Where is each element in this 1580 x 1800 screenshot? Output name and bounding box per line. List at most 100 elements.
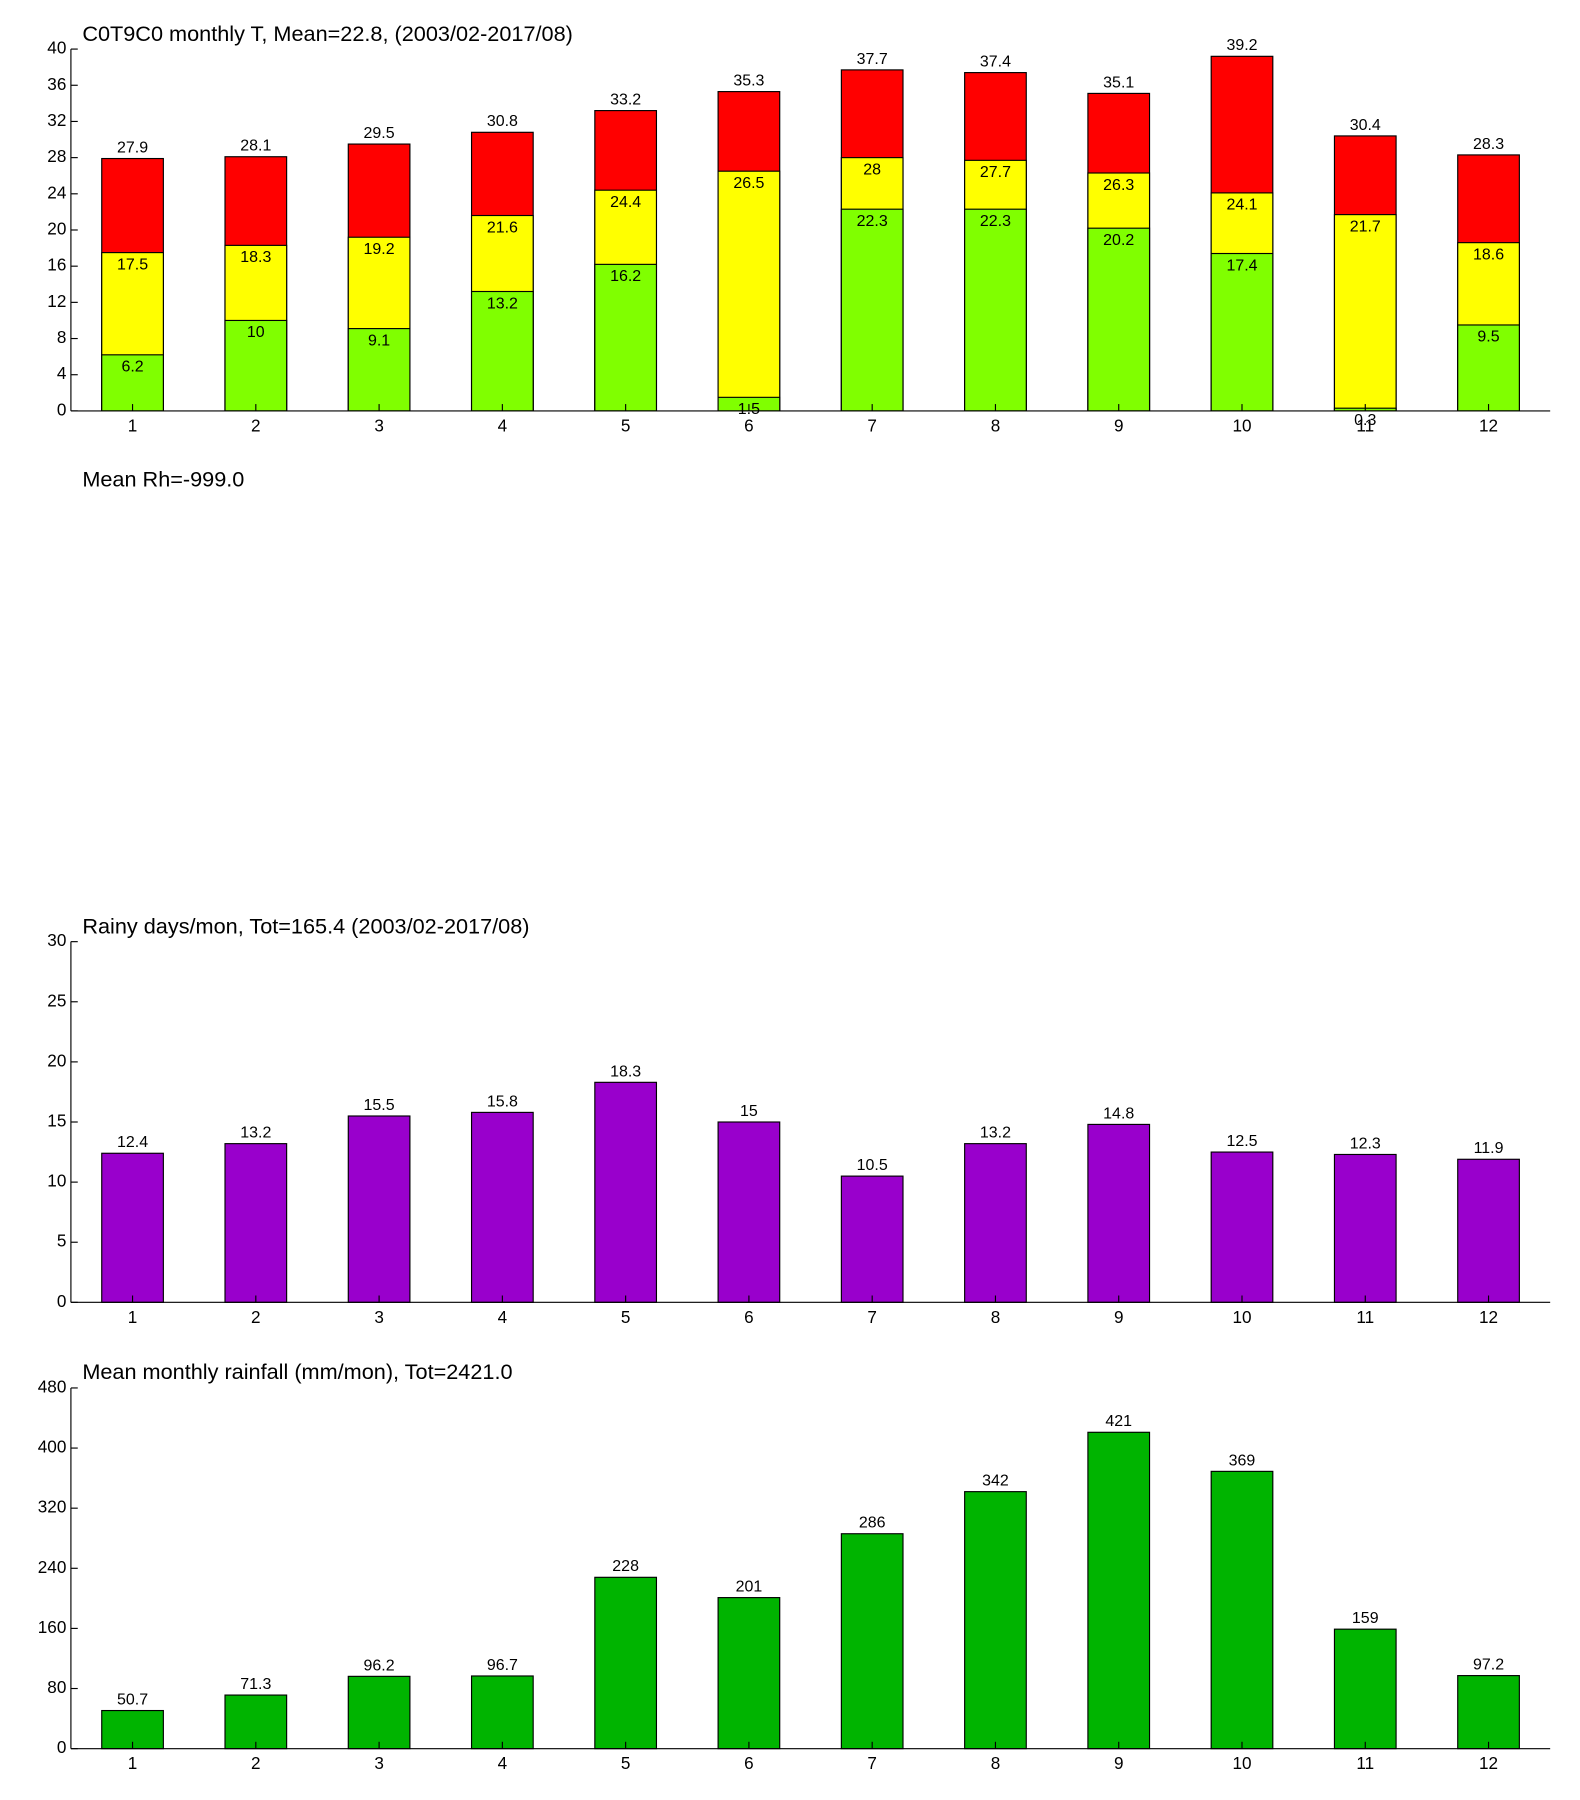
bar [717,1597,781,1750]
data-label: 24.4 [610,194,641,211]
bar [1457,1675,1520,1750]
data-label: 37.7 [857,51,888,68]
bar [1087,227,1151,412]
y-tick-label: 4 [57,364,67,383]
x-tick-label: 3 [374,416,384,435]
bar [717,1121,781,1303]
x-tick-label: 4 [498,416,508,435]
x-tick-label: 3 [374,1754,384,1773]
data-label: 97.2 [1473,1657,1504,1674]
x-tick-label: 11 [1356,1308,1374,1327]
data-label: 9.1 [368,332,390,349]
x-tick-label: 10 [1232,416,1251,435]
y-tick-label: 8 [57,328,67,347]
data-label: 50.7 [117,1691,148,1708]
x-tick-label: 4 [498,1308,508,1327]
x-tick-label: 3 [374,1308,384,1327]
data-label: 17.5 [117,256,148,273]
data-label: 39.2 [1226,37,1257,54]
data-label: 0.3 [1354,412,1376,429]
x-tick-label: 1 [128,416,138,435]
y-tick-label: 0 [57,400,67,419]
data-label: 24.1 [1226,197,1257,214]
bar [347,1675,411,1750]
x-tick-label: 5 [621,1754,631,1773]
data-label: 14.8 [1103,1105,1134,1122]
bar [964,208,1027,412]
bar [470,1675,534,1750]
x-tick-label: 7 [867,1754,877,1773]
x-tick-label: 9 [1114,1308,1124,1327]
data-label: 12.5 [1226,1133,1257,1150]
data-label: 342 [982,1473,1009,1490]
bar [1333,214,1397,412]
data-label: 21.6 [487,219,518,236]
data-label: 12.4 [117,1134,148,1151]
y-tick-label: 20 [47,220,66,239]
data-label: 19.2 [364,241,395,258]
chart-title: Mean monthly rainfall (mm/mon), Tot=2421… [82,1359,512,1384]
y-tick-label: 16 [47,256,66,275]
data-label: 286 [859,1515,886,1532]
y-tick-label: 320 [38,1498,67,1517]
data-label: 18.6 [1473,246,1504,263]
x-tick-label: 11 [1356,416,1374,435]
bar [594,1576,658,1750]
y-tick-label: 80 [47,1678,66,1697]
data-label: 26.5 [733,175,764,192]
bar [347,328,411,412]
y-tick-label: 30 [47,931,66,950]
data-label: 30.8 [487,113,518,130]
x-tick-label: 4 [498,1754,508,1773]
y-tick-label: 12 [47,292,66,311]
data-label: 369 [1229,1452,1256,1469]
x-tick-label: 9 [1114,1754,1124,1773]
data-label: 35.3 [733,73,764,90]
bar [1087,1431,1151,1750]
y-tick-label: 240 [38,1558,67,1577]
bar [840,208,904,412]
x-tick-label: 6 [744,416,754,435]
data-label: 10 [247,324,265,341]
data-label: 16.2 [610,268,641,285]
y-tick-label: 24 [47,183,67,202]
y-tick-label: 36 [47,75,66,94]
y-tick-label: 480 [38,1377,67,1396]
data-label: 15 [740,1103,758,1120]
bar [1457,1158,1520,1303]
chart-title: C0T9C0 monthly T, Mean=22.8, (2003/02-20… [82,21,573,46]
bar [1210,1470,1274,1750]
data-label: 21.7 [1350,218,1381,235]
bar [1333,1153,1397,1303]
data-label: 27.9 [117,139,148,156]
data-label: 13.2 [240,1125,271,1142]
x-tick-label: 7 [867,416,877,435]
bar [1333,1628,1397,1750]
chart-title: Rainy days/mon, Tot=165.4 (2003/02-2017/… [82,914,529,939]
data-label: 10.5 [857,1157,888,1174]
data-label: 33.2 [610,92,641,109]
x-tick-label: 6 [744,1754,754,1773]
x-tick-label: 12 [1479,1308,1498,1327]
bar [470,290,534,412]
data-label: 11.9 [1474,1140,1504,1157]
data-label: 28.1 [240,138,271,155]
y-tick-label: 40 [47,39,66,58]
data-label: 28.3 [1473,136,1504,153]
data-label: 15.8 [487,1093,518,1110]
y-tick-label: 32 [47,111,66,130]
bar [1210,252,1274,412]
y-tick-label: 160 [38,1618,67,1637]
data-label: 13.2 [980,1125,1011,1142]
x-tick-label: 10 [1232,1754,1251,1773]
data-label: 20.2 [1103,232,1134,249]
data-label: 22.3 [980,213,1011,230]
data-label: 421 [1105,1413,1132,1430]
x-tick-label: 9 [1114,416,1124,435]
bar [964,1491,1027,1750]
bar [594,263,658,412]
bar [101,1152,164,1303]
bar [717,170,781,412]
data-label: 27.7 [980,164,1011,181]
